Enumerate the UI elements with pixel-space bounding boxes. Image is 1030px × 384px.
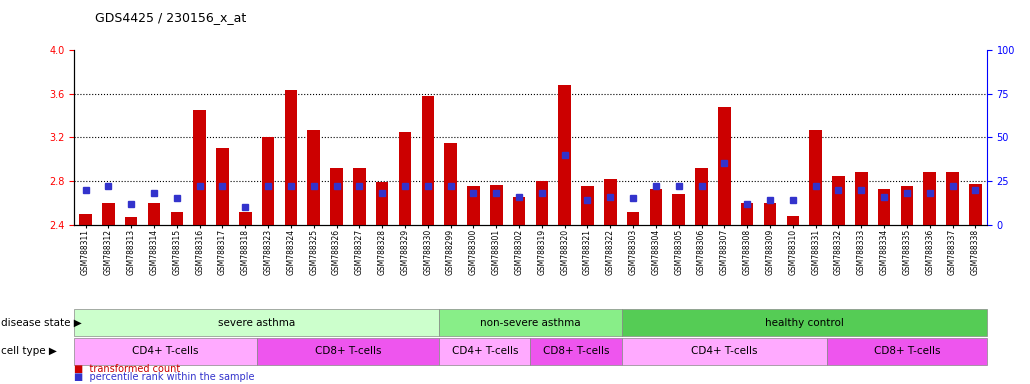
Bar xyxy=(102,203,114,225)
Bar xyxy=(468,186,480,225)
Bar xyxy=(171,212,183,225)
Text: GDS4425 / 230156_x_at: GDS4425 / 230156_x_at xyxy=(95,12,246,25)
Bar xyxy=(399,132,411,225)
Bar xyxy=(718,107,730,225)
Text: cell type ▶: cell type ▶ xyxy=(1,346,57,356)
Bar xyxy=(810,130,822,225)
Text: CD4+ T-cells: CD4+ T-cells xyxy=(691,346,758,356)
Bar xyxy=(969,184,982,225)
Bar xyxy=(924,172,936,225)
Bar xyxy=(376,182,388,225)
Bar xyxy=(855,172,867,225)
Bar xyxy=(194,110,206,225)
Bar xyxy=(490,185,503,225)
Bar xyxy=(741,203,754,225)
Bar xyxy=(444,143,457,225)
Bar xyxy=(695,168,708,225)
Bar xyxy=(627,212,640,225)
Text: disease state ▶: disease state ▶ xyxy=(1,318,81,328)
Text: ■  percentile rank within the sample: ■ percentile rank within the sample xyxy=(74,372,254,382)
Bar xyxy=(307,130,320,225)
Text: CD8+ T-cells: CD8+ T-cells xyxy=(315,346,381,356)
Bar xyxy=(79,214,92,225)
Text: ■  transformed count: ■ transformed count xyxy=(74,364,180,374)
Bar xyxy=(421,96,434,225)
Text: CD4+ T-cells: CD4+ T-cells xyxy=(451,346,518,356)
Bar xyxy=(147,203,161,225)
Bar xyxy=(604,179,617,225)
Bar xyxy=(353,168,366,225)
Bar xyxy=(125,217,137,225)
Bar xyxy=(331,168,343,225)
Bar xyxy=(216,148,229,225)
Bar xyxy=(262,137,274,225)
Bar xyxy=(763,203,777,225)
Text: non-severe asthma: non-severe asthma xyxy=(480,318,581,328)
Bar xyxy=(536,181,548,225)
Bar xyxy=(900,186,914,225)
Bar xyxy=(513,197,525,225)
Bar xyxy=(284,90,298,225)
Text: severe asthma: severe asthma xyxy=(218,318,296,328)
Bar xyxy=(947,172,959,225)
Bar xyxy=(581,186,593,225)
Bar xyxy=(558,85,571,225)
Text: healthy control: healthy control xyxy=(765,318,844,328)
Text: CD8+ T-cells: CD8+ T-cells xyxy=(873,346,940,356)
Text: CD4+ T-cells: CD4+ T-cells xyxy=(132,346,199,356)
Bar xyxy=(650,189,662,225)
Bar xyxy=(239,212,251,225)
Text: CD8+ T-cells: CD8+ T-cells xyxy=(543,346,610,356)
Bar xyxy=(832,175,845,225)
Bar xyxy=(787,216,799,225)
Bar xyxy=(673,194,685,225)
Bar xyxy=(878,189,890,225)
